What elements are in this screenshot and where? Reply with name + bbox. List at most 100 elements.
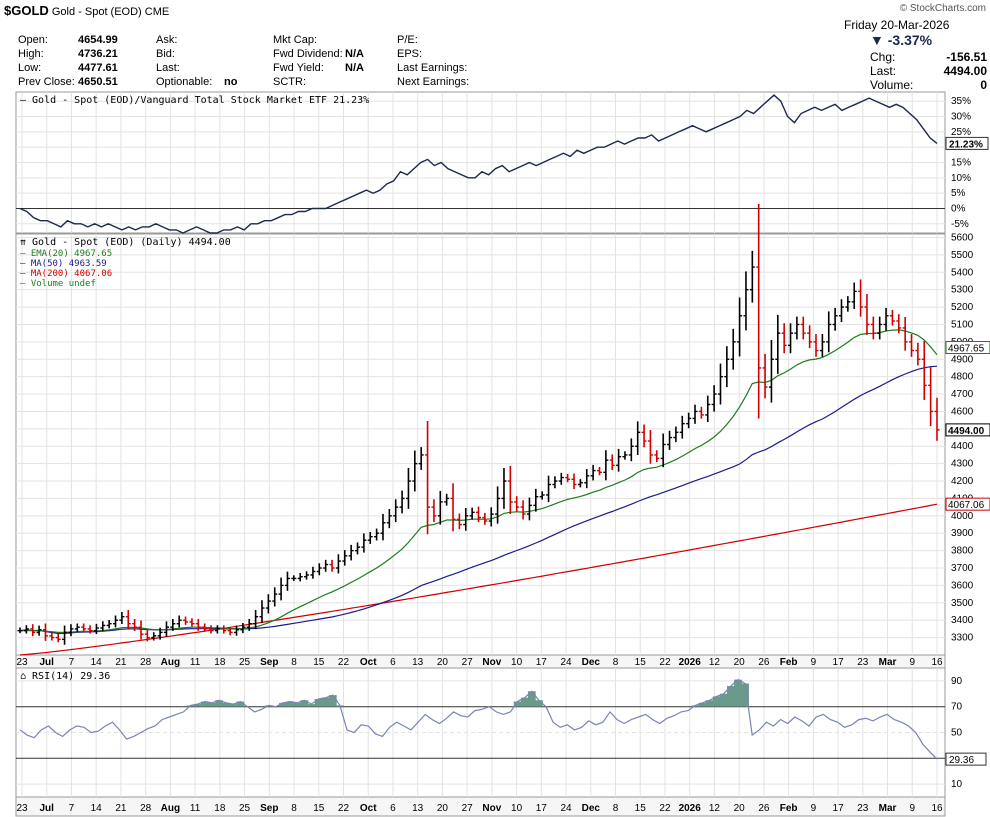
field-label: Last:	[156, 62, 180, 74]
price-legend-title: ⇈ Gold - Spot (EOD) (Daily) 4494.00	[19, 237, 231, 248]
y-tick-label: -5%	[951, 219, 969, 230]
x-tick-label: Dec	[582, 657, 601, 668]
price-legend-item: — EMA(20) 4967.65	[20, 249, 112, 259]
x-tick-label: 24	[560, 803, 572, 814]
y-tick-label: 5500	[951, 250, 974, 261]
x-tick-label: Aug	[161, 803, 180, 814]
price-legend-item: — MA(50) 4963.59	[20, 259, 107, 269]
x-tick-label: 20	[437, 803, 449, 814]
x-tick-label: 25	[239, 803, 251, 814]
y-tick-label: 5400	[951, 267, 974, 278]
change-label: Chg:	[870, 50, 896, 64]
y-tick-label: 90	[951, 676, 963, 687]
y-tick-label: 50	[951, 728, 963, 739]
x-tick-label: 11	[190, 803, 201, 814]
field-label: EPS:	[397, 48, 423, 60]
x-tick-label: 9	[811, 657, 817, 668]
x-tick-label: Nov	[482, 803, 501, 814]
field-value: 4654.99	[78, 34, 118, 46]
x-tick-label: 24	[560, 657, 572, 668]
x-tick-label: 26	[758, 803, 770, 814]
field-label: Next Earnings:	[397, 76, 470, 88]
x-tick-label: 6	[390, 657, 396, 668]
ma50-line	[19, 365, 938, 635]
x-tick-label: 23	[16, 803, 28, 814]
y-tick-label: 4200	[951, 476, 974, 487]
price-label-ema: 4967.65	[948, 343, 985, 354]
x-tick-label: 12	[709, 803, 721, 814]
quote-date: Friday 20-Mar-2026	[844, 18, 950, 32]
brand-logo[interactable]: © StockCharts.com	[899, 3, 986, 14]
x-tick-label: 21	[115, 803, 127, 814]
x-tick-label: 22	[659, 803, 671, 814]
x-tick-label: 18	[214, 657, 226, 668]
x-tick-label: 22	[659, 657, 671, 668]
price-legend-item: — Volume undef	[20, 279, 96, 289]
x-tick-label: 21	[115, 657, 127, 668]
y-tick-label: 4600	[951, 406, 974, 417]
last-label: Last:	[870, 64, 897, 78]
y-tick-label: 5200	[951, 302, 974, 313]
y-tick-label: 4400	[951, 441, 974, 452]
exchange: CME	[144, 6, 170, 18]
chart-title: $GOLD Gold - Spot (EOD) CME	[4, 3, 169, 18]
x-tick-label: Mar	[879, 657, 897, 668]
y-tick-label: 4000	[951, 511, 974, 522]
y-tick-label: 3600	[951, 580, 974, 591]
y-tick-label: 5%	[951, 188, 966, 199]
x-tick-label: 13	[412, 657, 424, 668]
x-tick-label: 25	[239, 657, 251, 668]
y-tick-label: 35%	[951, 96, 971, 107]
x-tick-label: 23	[857, 657, 869, 668]
quote-header: $GOLD Gold - Spot (EOD) CME © StockChart…	[0, 0, 990, 92]
instrument-name: Gold - Spot (EOD)	[51, 6, 142, 18]
x-tick-label: 22	[338, 657, 350, 668]
y-tick-label: 3400	[951, 615, 974, 626]
y-tick-label: 5600	[951, 232, 974, 243]
x-tick-label: Mar	[879, 803, 897, 814]
x-tick-label: 9	[811, 803, 817, 814]
ma200-line	[19, 503, 938, 656]
price-label-last: 4494.00	[948, 426, 985, 437]
ratio-legend: — Gold - Spot (EOD)/Vanguard Total Stock…	[20, 95, 369, 106]
symbol: $GOLD	[4, 3, 49, 18]
y-tick-label: 4800	[951, 372, 974, 383]
x-tick-label: 7	[69, 657, 75, 668]
y-tick-label: 0%	[951, 203, 966, 214]
volume-label: Volume:	[870, 78, 914, 92]
y-tick-label: 3300	[951, 633, 974, 644]
y-tick-label: 70	[951, 702, 963, 713]
field-value: 4736.21	[78, 48, 118, 60]
field-label: Optionable:	[156, 76, 213, 88]
y-tick-label: 25%	[951, 127, 971, 138]
x-tick-label: 12	[709, 657, 721, 668]
x-tick-label: 20	[437, 657, 449, 668]
field-label: Mkt Cap:	[273, 34, 318, 46]
field-label: Fwd Yield:	[273, 62, 324, 74]
x-tick-label: 9	[909, 657, 915, 668]
y-tick-label: 3500	[951, 598, 974, 609]
x-tick-label: Feb	[780, 657, 798, 668]
field-value: no	[224, 76, 238, 88]
x-tick-label: 2026	[679, 803, 702, 814]
x-tick-label: 8	[291, 657, 297, 668]
y-tick-label: 4300	[951, 459, 974, 470]
x-tick-label: 27	[462, 803, 474, 814]
x-tick-label: Nov	[482, 657, 501, 668]
x-tick-label: 15	[635, 803, 647, 814]
x-tick-label: 11	[190, 657, 201, 668]
field-label: Fwd Dividend:	[273, 48, 343, 60]
y-tick-label: 4700	[951, 389, 974, 400]
x-tick-label: 17	[536, 803, 548, 814]
x-tick-label: 10	[511, 803, 523, 814]
x-tick-label: Sep	[260, 803, 278, 814]
x-tick-label: 23	[16, 657, 28, 668]
x-tick-label: Sep	[260, 657, 278, 668]
y-tick-label: 5100	[951, 319, 974, 330]
x-tick-label: Feb	[780, 803, 798, 814]
ratio-line	[19, 94, 938, 234]
x-tick-label: 8	[291, 803, 297, 814]
x-tick-label: 8	[613, 657, 619, 668]
x-tick-label: 20	[734, 803, 746, 814]
